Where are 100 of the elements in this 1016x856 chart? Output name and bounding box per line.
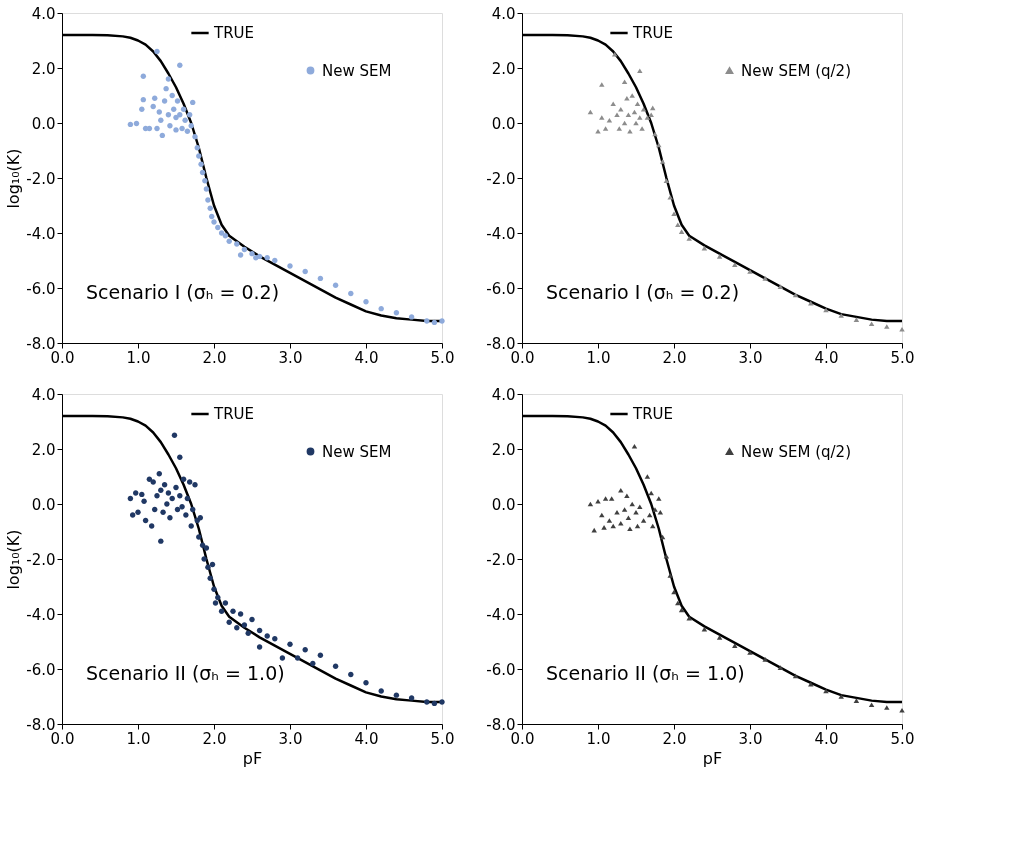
- y-tick-label: 4.0: [491, 385, 516, 404]
- point: [853, 317, 860, 322]
- legend-label: New SEM: [322, 442, 392, 461]
- y-tick-label: 0.0: [31, 114, 56, 133]
- point: [595, 128, 601, 134]
- legend-label: New SEM: [322, 61, 392, 80]
- point: [610, 101, 616, 107]
- x-tick-label: 5.0: [430, 729, 455, 748]
- point: [648, 112, 654, 118]
- point: [663, 178, 670, 184]
- point: [716, 635, 723, 640]
- x-tick-label: 4.0: [354, 729, 379, 748]
- y-tick-label: -4.0: [26, 605, 56, 624]
- point: [853, 698, 860, 703]
- x-tick-label: 1.0: [126, 729, 151, 748]
- y-tick-label: -2.0: [486, 169, 516, 188]
- y-tick-label: -2.0: [26, 550, 56, 569]
- point: [602, 126, 609, 131]
- x-tick-label: 5.0: [890, 729, 915, 748]
- x-axis-title: pF: [242, 748, 263, 768]
- point: [838, 313, 844, 318]
- x-tick-label: 4.0: [354, 348, 379, 367]
- point: [762, 657, 768, 662]
- annotation: Scenario II (σₕ = 1.0): [86, 662, 285, 684]
- point: [678, 607, 685, 613]
- point: [675, 222, 681, 228]
- point: [608, 496, 615, 501]
- y-tick-label: 0.0: [491, 114, 516, 133]
- point: [823, 688, 829, 694]
- point: [838, 694, 844, 699]
- point: [599, 82, 605, 87]
- x-tick-label: 3.0: [738, 348, 763, 367]
- annotation: Scenario II (σₕ = 1.0): [546, 662, 745, 684]
- x-tick-label: 2.0: [662, 348, 687, 367]
- point: [616, 126, 623, 131]
- x-tick-label: 3.0: [738, 729, 763, 748]
- x-tick-label: 0.0: [50, 348, 75, 367]
- point: [640, 106, 647, 112]
- annotation: Scenario I (σₕ = 0.2): [86, 281, 280, 303]
- point: [644, 115, 651, 120]
- point: [671, 589, 677, 595]
- point: [777, 665, 784, 670]
- point: [884, 324, 890, 329]
- point: [656, 496, 662, 501]
- y-tick-label: -6.0: [26, 279, 56, 298]
- y-tick-label: 0.0: [491, 495, 516, 514]
- y-tick-label: -4.0: [486, 224, 516, 243]
- point: [657, 509, 664, 515]
- point: [624, 493, 630, 499]
- point: [627, 128, 633, 134]
- point: [716, 254, 723, 259]
- legend-label: TRUE: [632, 405, 674, 423]
- point: [747, 269, 753, 274]
- point: [637, 504, 643, 510]
- x-tick-label: 0.0: [50, 729, 75, 748]
- x-tick-label: 4.0: [814, 348, 839, 367]
- y-tick-label: -2.0: [26, 169, 56, 188]
- y-tick-label: 2.0: [491, 59, 516, 78]
- point: [631, 109, 638, 115]
- point: [652, 507, 658, 512]
- point: [732, 643, 738, 648]
- point: [614, 112, 620, 118]
- point: [611, 51, 618, 57]
- point: [747, 650, 753, 655]
- y-tick-label: -4.0: [26, 224, 56, 243]
- y-tick-label: 4.0: [31, 385, 56, 404]
- y-tick-label: 4.0: [31, 4, 56, 23]
- annotation: Scenario I (σₕ = 0.2): [546, 281, 740, 303]
- y-tick-label: -6.0: [26, 660, 56, 679]
- point: [595, 498, 601, 504]
- y-tick-label: 4.0: [491, 4, 516, 23]
- point: [732, 262, 738, 267]
- point: [667, 573, 673, 578]
- point: [606, 518, 613, 523]
- point: [621, 507, 628, 512]
- x-tick-label: 1.0: [126, 348, 151, 367]
- point: [601, 525, 607, 530]
- point: [899, 707, 905, 713]
- point: [631, 443, 638, 449]
- y-axis-title: log₁₀(K): [4, 148, 24, 209]
- point: [634, 523, 641, 529]
- point: [762, 276, 768, 281]
- point: [627, 526, 633, 532]
- x-tick-label: 4.0: [814, 729, 839, 748]
- point: [606, 117, 613, 123]
- point: [621, 79, 628, 85]
- x-tick-label: 5.0: [890, 348, 915, 367]
- legend-label: New SEM (q/2): [741, 442, 852, 461]
- point: [633, 120, 639, 126]
- point: [625, 112, 632, 118]
- point: [777, 284, 784, 289]
- point: [599, 115, 605, 120]
- legend-label: New SEM (q/2): [741, 61, 852, 80]
- point: [640, 518, 647, 523]
- x-tick-label: 1.0: [586, 729, 611, 748]
- point: [686, 236, 692, 241]
- point: [618, 106, 624, 112]
- point: [792, 292, 799, 298]
- point: [899, 326, 905, 332]
- x-tick-label: 3.0: [278, 729, 303, 748]
